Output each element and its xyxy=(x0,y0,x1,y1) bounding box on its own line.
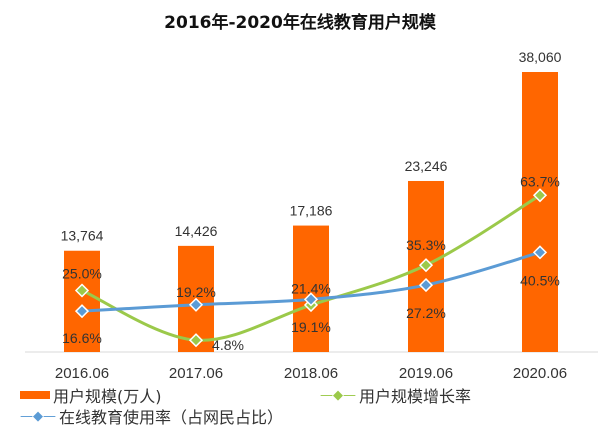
data-point xyxy=(303,292,319,307)
line-data-label: 4.8% xyxy=(212,337,244,353)
bar-data-label: 13,764 xyxy=(61,228,104,244)
legend-item-growth: —◆— 用户规模增长率 xyxy=(320,383,471,407)
line-data-label: 21.4% xyxy=(291,280,331,296)
x-tick-label: 2017.06 xyxy=(169,365,223,382)
line-data-label: 63.7% xyxy=(520,173,560,189)
legend-label: 用户规模(万人) xyxy=(53,387,162,406)
legend-item-usage: —◆— 在线教育使用率（占网民占比） xyxy=(20,404,283,428)
legend-item-users: 用户规模(万人) xyxy=(20,383,162,407)
line-data-label: 40.5% xyxy=(520,272,560,288)
bar xyxy=(64,250,100,352)
legend-label: 在线教育使用率（占网民占比） xyxy=(59,408,284,427)
bar xyxy=(293,225,329,352)
x-tick-label: 2019.06 xyxy=(399,365,453,382)
data-point xyxy=(418,278,434,293)
data-point xyxy=(418,258,434,273)
data-point xyxy=(188,333,204,348)
legend-label: 用户规模增长率 xyxy=(359,387,472,406)
data-point xyxy=(188,297,204,312)
x-tick-label: 2020.06 xyxy=(513,365,567,382)
line-data-label: 16.6% xyxy=(62,330,102,346)
line-marker-icon: —◆— xyxy=(320,387,356,403)
bar-data-label: 38,060 xyxy=(519,49,562,65)
line-data-label: 19.1% xyxy=(291,319,331,335)
bar-swatch-icon xyxy=(20,391,50,399)
bar-data-label: 23,246 xyxy=(405,158,448,174)
line-data-label: 35.3% xyxy=(406,237,446,253)
bar-data-label: 17,186 xyxy=(290,203,333,219)
bar-data-label: 14,426 xyxy=(175,223,218,239)
bar xyxy=(522,72,558,352)
chart-title: 2016年-2020年在线教育用户规模 xyxy=(164,13,436,33)
x-tick-label: 2018.06 xyxy=(284,365,338,382)
data-point xyxy=(532,245,548,260)
line-data-label: 27.2% xyxy=(406,305,446,321)
line-marker-icon: —◆— xyxy=(20,408,56,424)
data-point xyxy=(74,283,90,298)
line-data-label: 19.2% xyxy=(176,284,216,300)
line-data-label: 25.0% xyxy=(62,266,102,282)
data-point xyxy=(532,188,548,203)
x-tick-label: 2016.06 xyxy=(55,365,109,382)
data-point xyxy=(74,304,90,319)
